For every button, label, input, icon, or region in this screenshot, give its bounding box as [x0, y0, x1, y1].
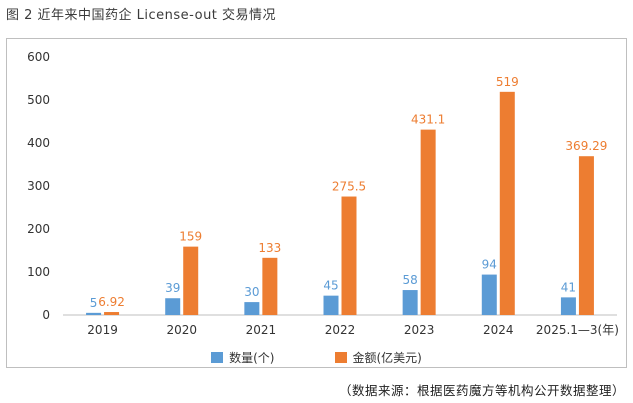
- source-note: （数据来源：根据医药魔方等机构公开数据整理）: [338, 383, 625, 398]
- bar-count-3: [323, 295, 339, 315]
- bar-count-2: [244, 302, 260, 315]
- figure-title: 图 2 近年来中国药企 License-out 交易情况: [6, 8, 277, 23]
- x-tick-label-4: 2023: [404, 323, 435, 337]
- data-label-count-0: 5: [90, 296, 98, 310]
- data-label-amount-0: 6.92: [98, 295, 125, 309]
- data-label-amount-6: 369.29: [565, 139, 607, 153]
- y-tick-label-3: 300: [27, 179, 50, 193]
- x-tick-label-2: 2021: [246, 323, 277, 337]
- y-tick-label-2: 200: [27, 222, 50, 236]
- bar-amount-1: [183, 246, 199, 315]
- y-tick-label-0: 0: [42, 308, 50, 322]
- bar-count-0: [86, 312, 102, 315]
- bar-amount-0: [104, 312, 120, 315]
- legend-label-amount: 金额(亿美元): [352, 350, 422, 365]
- chart-container: 0 100 200 300 400 500 600 2019 5 6.92 2020 39 159 202…: [6, 38, 627, 368]
- data-label-amount-2: 133: [258, 241, 281, 255]
- legend-label-count: 数量(个): [229, 350, 275, 365]
- legend-item-count: 数量(个): [211, 349, 275, 365]
- data-label-count-6: 41: [561, 280, 576, 294]
- x-tick-label-6: 2025.1—3(年): [536, 323, 619, 337]
- y-tick-label-1: 100: [27, 265, 50, 279]
- data-label-amount-1: 159: [179, 230, 202, 244]
- legend-swatch-count: [211, 351, 224, 363]
- bar-amount-2: [262, 257, 278, 315]
- y-tick-label-6: 600: [27, 50, 50, 64]
- data-label-amount-5: 519: [496, 75, 519, 89]
- bar-amount-5: [499, 91, 515, 315]
- data-label-count-5: 94: [482, 258, 497, 272]
- data-label-amount-3: 275.5: [332, 180, 366, 194]
- bar-count-6: [560, 297, 576, 315]
- x-tick-label-3: 2022: [325, 323, 356, 337]
- data-label-count-3: 45: [323, 279, 338, 293]
- data-label-amount-4: 431.1: [411, 113, 445, 127]
- bar-chart: 0 100 200 300 400 500 600 2019 5 6.92 2020 39 159 202…: [27, 50, 619, 337]
- x-tick-label-1: 2020: [166, 323, 197, 337]
- bar-amount-3: [341, 196, 357, 315]
- data-label-count-2: 30: [244, 285, 259, 299]
- y-tick-label-5: 500: [27, 93, 50, 107]
- legend-swatch-amount: [334, 351, 347, 363]
- bar-amount-4: [420, 129, 436, 315]
- bar-amount-6: [578, 156, 594, 315]
- data-label-count-1: 39: [165, 281, 180, 295]
- y-tick-label-4: 400: [27, 136, 50, 150]
- x-tick-label-0: 2019: [87, 323, 118, 337]
- bar-count-5: [481, 274, 497, 315]
- legend-item-amount: 金额(亿美元): [334, 349, 422, 365]
- data-label-count-4: 58: [403, 273, 418, 287]
- bar-count-4: [402, 290, 418, 315]
- legend: 数量(个) 金额(亿美元): [7, 349, 626, 365]
- x-tick-label-5: 2024: [483, 323, 514, 337]
- bar-count-1: [165, 298, 181, 315]
